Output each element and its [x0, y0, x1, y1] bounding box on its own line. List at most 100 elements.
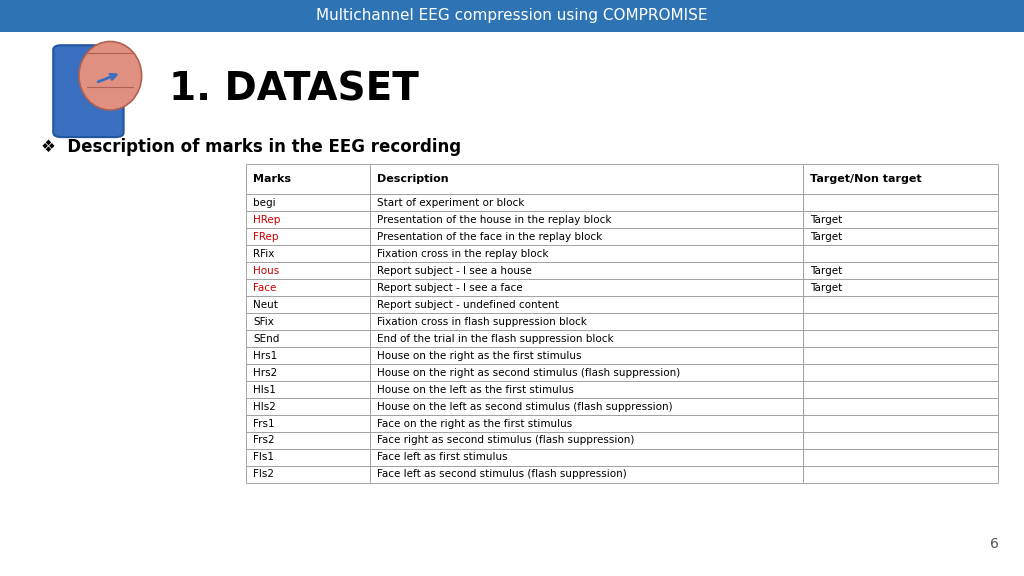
Text: Frs2: Frs2 — [253, 435, 274, 445]
Text: Fixation cross in flash suppression block: Fixation cross in flash suppression bloc… — [377, 317, 587, 327]
Text: Hls1: Hls1 — [253, 385, 275, 395]
Text: Fls2: Fls2 — [253, 469, 274, 479]
Text: Face right as second stimulus (flash suppression): Face right as second stimulus (flash sup… — [377, 435, 635, 445]
FancyBboxPatch shape — [246, 228, 370, 245]
Text: Hls2: Hls2 — [253, 401, 275, 411]
FancyBboxPatch shape — [370, 432, 803, 449]
FancyBboxPatch shape — [370, 296, 803, 313]
Text: Face: Face — [253, 283, 276, 293]
FancyBboxPatch shape — [246, 381, 370, 398]
FancyBboxPatch shape — [246, 211, 370, 228]
FancyBboxPatch shape — [246, 415, 370, 432]
FancyBboxPatch shape — [370, 415, 803, 432]
FancyBboxPatch shape — [370, 330, 803, 347]
Text: SFix: SFix — [253, 317, 273, 327]
FancyBboxPatch shape — [803, 262, 998, 279]
FancyBboxPatch shape — [370, 164, 803, 194]
Text: House on the left as second stimulus (flash suppression): House on the left as second stimulus (fl… — [377, 401, 673, 411]
FancyBboxPatch shape — [246, 398, 370, 415]
FancyBboxPatch shape — [246, 330, 370, 347]
Text: 1. DATASET: 1. DATASET — [169, 70, 419, 108]
FancyBboxPatch shape — [370, 211, 803, 228]
FancyBboxPatch shape — [803, 296, 998, 313]
Text: House on the right as second stimulus (flash suppression): House on the right as second stimulus (f… — [377, 367, 680, 377]
Text: Face left as first stimulus: Face left as first stimulus — [377, 453, 508, 463]
Text: Fls1: Fls1 — [253, 453, 274, 463]
Text: Hrs2: Hrs2 — [253, 367, 278, 377]
Text: Frs1: Frs1 — [253, 419, 274, 429]
FancyBboxPatch shape — [246, 164, 370, 194]
FancyBboxPatch shape — [370, 347, 803, 364]
FancyBboxPatch shape — [0, 0, 1024, 32]
FancyBboxPatch shape — [246, 364, 370, 381]
Text: FRep: FRep — [253, 232, 279, 241]
FancyBboxPatch shape — [246, 432, 370, 449]
Text: Face on the right as the first stimulus: Face on the right as the first stimulus — [377, 419, 572, 429]
Text: Marks: Marks — [253, 174, 291, 184]
Text: Target: Target — [810, 232, 842, 241]
Text: begi: begi — [253, 198, 275, 207]
FancyArrowPatch shape — [98, 74, 116, 82]
FancyBboxPatch shape — [370, 466, 803, 483]
FancyBboxPatch shape — [246, 466, 370, 483]
FancyBboxPatch shape — [370, 364, 803, 381]
FancyBboxPatch shape — [370, 398, 803, 415]
FancyBboxPatch shape — [803, 449, 998, 466]
FancyBboxPatch shape — [803, 279, 998, 296]
FancyBboxPatch shape — [246, 262, 370, 279]
FancyBboxPatch shape — [803, 194, 998, 211]
Text: Target: Target — [810, 283, 842, 293]
Text: SEnd: SEnd — [253, 334, 280, 343]
FancyBboxPatch shape — [246, 279, 370, 296]
FancyBboxPatch shape — [53, 46, 124, 137]
FancyBboxPatch shape — [370, 279, 803, 296]
FancyBboxPatch shape — [803, 432, 998, 449]
FancyBboxPatch shape — [370, 245, 803, 262]
Text: ❖  Description of marks in the EEG recording: ❖ Description of marks in the EEG record… — [41, 138, 461, 156]
Text: House on the right as the first stimulus: House on the right as the first stimulus — [377, 351, 582, 361]
FancyBboxPatch shape — [246, 449, 370, 466]
FancyBboxPatch shape — [246, 347, 370, 364]
FancyBboxPatch shape — [803, 228, 998, 245]
Text: Description: Description — [377, 174, 449, 184]
FancyBboxPatch shape — [803, 313, 998, 330]
Text: RFix: RFix — [253, 249, 274, 259]
Text: Target: Target — [810, 215, 842, 225]
FancyBboxPatch shape — [246, 313, 370, 330]
Text: Face left as second stimulus (flash suppression): Face left as second stimulus (flash supp… — [377, 469, 627, 479]
Text: Target: Target — [810, 266, 842, 275]
FancyBboxPatch shape — [370, 313, 803, 330]
FancyBboxPatch shape — [803, 330, 998, 347]
Text: Hrs1: Hrs1 — [253, 351, 278, 361]
Ellipse shape — [79, 41, 141, 110]
Text: Hous: Hous — [253, 266, 280, 275]
Text: House on the left as the first stimulus: House on the left as the first stimulus — [377, 385, 574, 395]
Text: Fixation cross in the replay block: Fixation cross in the replay block — [377, 249, 549, 259]
FancyBboxPatch shape — [370, 194, 803, 211]
Text: Report subject - I see a house: Report subject - I see a house — [377, 266, 532, 275]
Text: Neut: Neut — [253, 300, 278, 309]
Text: Presentation of the house in the replay block: Presentation of the house in the replay … — [377, 215, 611, 225]
Text: HRep: HRep — [253, 215, 281, 225]
FancyBboxPatch shape — [803, 398, 998, 415]
FancyBboxPatch shape — [370, 228, 803, 245]
FancyBboxPatch shape — [246, 194, 370, 211]
FancyBboxPatch shape — [370, 381, 803, 398]
FancyBboxPatch shape — [803, 381, 998, 398]
FancyBboxPatch shape — [803, 364, 998, 381]
FancyBboxPatch shape — [803, 415, 998, 432]
Text: Start of experiment or block: Start of experiment or block — [377, 198, 524, 207]
FancyBboxPatch shape — [246, 296, 370, 313]
Text: Multichannel EEG compression using COMPROMISE: Multichannel EEG compression using COMPR… — [316, 8, 708, 24]
Text: 6: 6 — [989, 537, 998, 551]
FancyBboxPatch shape — [803, 211, 998, 228]
Text: End of the trial in the flash suppression block: End of the trial in the flash suppressio… — [377, 334, 613, 343]
Text: Report subject - undefined content: Report subject - undefined content — [377, 300, 559, 309]
FancyBboxPatch shape — [370, 449, 803, 466]
FancyBboxPatch shape — [803, 466, 998, 483]
FancyBboxPatch shape — [803, 245, 998, 262]
FancyBboxPatch shape — [246, 245, 370, 262]
Text: Target/Non target: Target/Non target — [810, 174, 922, 184]
FancyBboxPatch shape — [803, 347, 998, 364]
Text: Presentation of the face in the replay block: Presentation of the face in the replay b… — [377, 232, 602, 241]
